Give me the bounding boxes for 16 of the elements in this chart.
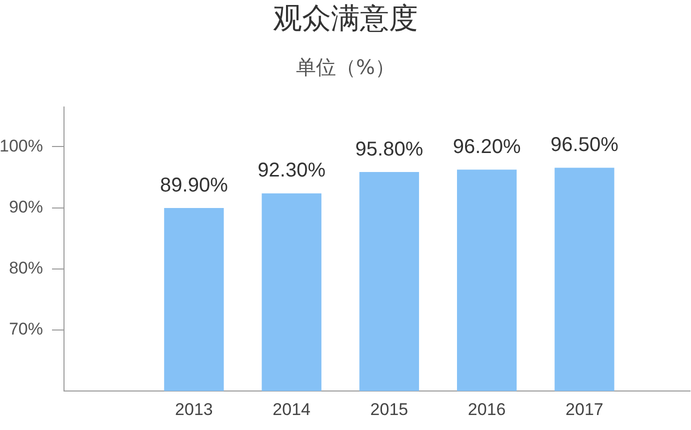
x-tick-label: 2017 xyxy=(566,400,604,419)
x-tick-label: 2013 xyxy=(175,400,213,419)
data-label: 89.90% xyxy=(160,174,228,196)
y-tick-label: 80% xyxy=(8,258,43,278)
chart-subtitle: 单位（%） xyxy=(296,55,396,79)
data-label: 96.20% xyxy=(452,136,521,158)
data-label: 92.30% xyxy=(258,160,326,182)
y-tick-label: 100% xyxy=(0,136,43,156)
y-tick-label: 90% xyxy=(8,197,43,216)
data-label: 95.80% xyxy=(355,138,424,160)
data-label: 96.50% xyxy=(550,134,619,156)
x-tick-label: 2016 xyxy=(468,400,506,419)
y-tick-label: 70% xyxy=(8,320,43,339)
chart-title: 观众满意度 xyxy=(273,1,418,35)
x-tick-label: 2015 xyxy=(370,400,408,419)
x-tick-label: 2014 xyxy=(272,400,310,419)
